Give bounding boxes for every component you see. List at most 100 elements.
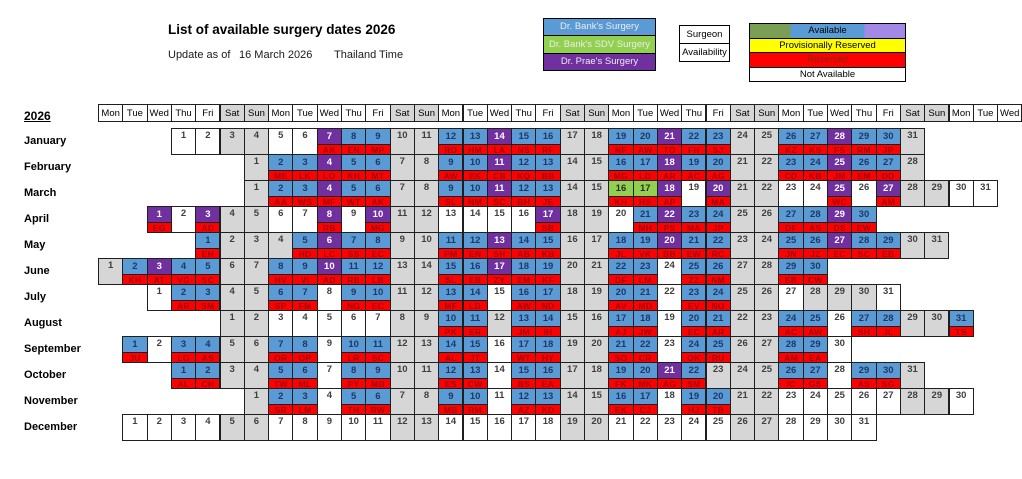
day-cell-july-9[interactable]: 9 bbox=[341, 284, 367, 301]
day-cell-may-3[interactable]: 3 bbox=[243, 232, 270, 259]
day-cell-august-22[interactable]: 22 bbox=[729, 310, 756, 337]
reservation-code-october-2[interactable]: CH bbox=[195, 378, 221, 389]
day-cell-january-18[interactable]: 18 bbox=[584, 128, 610, 155]
day-cell-january-3[interactable]: 3 bbox=[219, 128, 245, 155]
day-cell-july-17[interactable]: 17 bbox=[535, 284, 561, 301]
day-cell-june-21[interactable]: 21 bbox=[584, 258, 610, 285]
day-cell-march-19[interactable]: 19 bbox=[681, 180, 707, 207]
day-cell-august-3[interactable]: 3 bbox=[268, 310, 294, 337]
day-cell-may-14[interactable]: 14 bbox=[511, 232, 537, 249]
day-cell-february-2[interactable]: 2 bbox=[268, 154, 294, 171]
reservation-code-august-31[interactable]: TS bbox=[948, 326, 974, 337]
day-cell-august-13[interactable]: 13 bbox=[511, 310, 537, 327]
day-cell-december-12[interactable]: 12 bbox=[389, 414, 415, 441]
day-cell-june-8[interactable]: 8 bbox=[268, 258, 294, 275]
day-cell-august-1[interactable]: 1 bbox=[219, 310, 245, 337]
day-cell-march-13[interactable]: 13 bbox=[535, 180, 561, 197]
day-cell-july-12[interactable]: 12 bbox=[413, 284, 440, 311]
day-cell-july-11[interactable]: 11 bbox=[389, 284, 415, 311]
day-cell-april-19[interactable]: 19 bbox=[584, 206, 610, 233]
day-cell-december-28[interactable]: 28 bbox=[778, 414, 804, 441]
day-cell-may-1[interactable]: 1 bbox=[195, 232, 221, 249]
day-cell-december-19[interactable]: 19 bbox=[559, 414, 585, 441]
day-cell-february-18[interactable]: 18 bbox=[656, 154, 683, 171]
day-cell-november-19[interactable]: 19 bbox=[681, 388, 707, 405]
day-cell-may-13[interactable]: 13 bbox=[486, 232, 513, 249]
day-cell-july-5[interactable]: 5 bbox=[243, 284, 270, 311]
day-cell-september-26[interactable]: 26 bbox=[729, 336, 756, 363]
day-cell-february-26[interactable]: 26 bbox=[851, 154, 877, 171]
day-cell-september-10[interactable]: 10 bbox=[341, 336, 367, 353]
day-cell-december-5[interactable]: 5 bbox=[219, 414, 245, 441]
reservation-code-july-3[interactable]: SM bbox=[195, 300, 221, 311]
day-cell-april-1[interactable]: 1 bbox=[146, 206, 172, 223]
day-cell-february-25[interactable]: 25 bbox=[827, 154, 853, 171]
day-cell-april-13[interactable]: 13 bbox=[438, 206, 464, 233]
reservation-code-july-2[interactable]: AR bbox=[170, 300, 197, 311]
day-cell-april-28[interactable]: 28 bbox=[802, 206, 828, 223]
day-cell-december-23[interactable]: 23 bbox=[656, 414, 683, 441]
day-cell-may-15[interactable]: 15 bbox=[535, 232, 561, 249]
day-cell-august-27[interactable]: 27 bbox=[851, 310, 877, 327]
day-cell-july-23[interactable]: 23 bbox=[681, 284, 707, 301]
day-cell-september-7[interactable]: 7 bbox=[268, 336, 294, 353]
day-cell-december-2[interactable]: 2 bbox=[146, 414, 172, 441]
day-cell-april-5[interactable]: 5 bbox=[243, 206, 270, 233]
day-cell-march-2[interactable]: 2 bbox=[268, 180, 294, 197]
day-cell-october-7[interactable]: 7 bbox=[316, 362, 342, 389]
day-cell-june-29[interactable]: 29 bbox=[778, 258, 804, 275]
day-cell-august-8[interactable]: 8 bbox=[389, 310, 415, 337]
day-cell-september-20[interactable]: 20 bbox=[584, 336, 610, 363]
day-cell-october-12[interactable]: 12 bbox=[438, 362, 464, 379]
day-cell-january-23[interactable]: 23 bbox=[705, 128, 731, 145]
day-cell-october-30[interactable]: 30 bbox=[875, 362, 901, 379]
day-cell-march-4[interactable]: 4 bbox=[316, 180, 342, 197]
day-cell-september-21[interactable]: 21 bbox=[608, 336, 634, 353]
day-cell-july-22[interactable]: 22 bbox=[656, 284, 683, 311]
day-cell-november-27[interactable]: 27 bbox=[875, 388, 901, 415]
day-cell-june-27[interactable]: 27 bbox=[729, 258, 756, 285]
day-cell-november-20[interactable]: 20 bbox=[705, 388, 731, 405]
day-cell-february-22[interactable]: 22 bbox=[754, 154, 780, 181]
day-cell-april-15[interactable]: 15 bbox=[486, 206, 513, 233]
day-cell-january-30[interactable]: 30 bbox=[875, 128, 901, 145]
day-cell-may-26[interactable]: 26 bbox=[802, 232, 828, 249]
day-cell-february-5[interactable]: 5 bbox=[341, 154, 367, 171]
day-cell-august-6[interactable]: 6 bbox=[341, 310, 367, 337]
day-cell-april-21[interactable]: 21 bbox=[632, 206, 658, 223]
reservation-code-august-27[interactable]: SH bbox=[851, 326, 877, 337]
day-cell-september-27[interactable]: 27 bbox=[754, 336, 780, 363]
day-cell-june-10[interactable]: 10 bbox=[316, 258, 342, 275]
day-cell-june-4[interactable]: 4 bbox=[170, 258, 197, 275]
day-cell-june-12[interactable]: 12 bbox=[365, 258, 391, 275]
day-cell-september-22[interactable]: 22 bbox=[632, 336, 658, 353]
day-cell-march-30[interactable]: 30 bbox=[948, 180, 974, 207]
day-cell-april-20[interactable]: 20 bbox=[608, 206, 634, 233]
day-cell-december-21[interactable]: 21 bbox=[608, 414, 634, 441]
day-cell-march-17[interactable]: 17 bbox=[632, 180, 658, 197]
day-cell-may-9[interactable]: 9 bbox=[389, 232, 415, 259]
day-cell-january-10[interactable]: 10 bbox=[389, 128, 415, 155]
day-cell-july-13[interactable]: 13 bbox=[438, 284, 464, 301]
day-cell-may-31[interactable]: 31 bbox=[924, 232, 950, 259]
day-cell-february-10[interactable]: 10 bbox=[462, 154, 488, 171]
day-cell-july-20[interactable]: 20 bbox=[608, 284, 634, 301]
day-cell-january-21[interactable]: 21 bbox=[656, 128, 683, 145]
reservation-code-april-1[interactable]: EG bbox=[146, 222, 172, 233]
day-cell-june-11[interactable]: 11 bbox=[341, 258, 367, 275]
day-cell-june-22[interactable]: 22 bbox=[608, 258, 634, 275]
day-cell-may-10[interactable]: 10 bbox=[413, 232, 440, 259]
day-cell-january-4[interactable]: 4 bbox=[243, 128, 270, 155]
day-cell-october-15[interactable]: 15 bbox=[511, 362, 537, 379]
day-cell-march-8[interactable]: 8 bbox=[413, 180, 440, 207]
day-cell-april-16[interactable]: 16 bbox=[511, 206, 537, 233]
day-cell-september-19[interactable]: 19 bbox=[559, 336, 585, 363]
day-cell-february-14[interactable]: 14 bbox=[559, 154, 585, 181]
day-cell-december-22[interactable]: 22 bbox=[632, 414, 658, 441]
day-cell-april-14[interactable]: 14 bbox=[462, 206, 488, 233]
day-cell-june-25[interactable]: 25 bbox=[681, 258, 707, 275]
day-cell-july-27[interactable]: 27 bbox=[778, 284, 804, 311]
day-cell-march-11[interactable]: 11 bbox=[486, 180, 513, 197]
day-cell-october-25[interactable]: 25 bbox=[754, 362, 780, 389]
day-cell-june-3[interactable]: 3 bbox=[146, 258, 172, 275]
